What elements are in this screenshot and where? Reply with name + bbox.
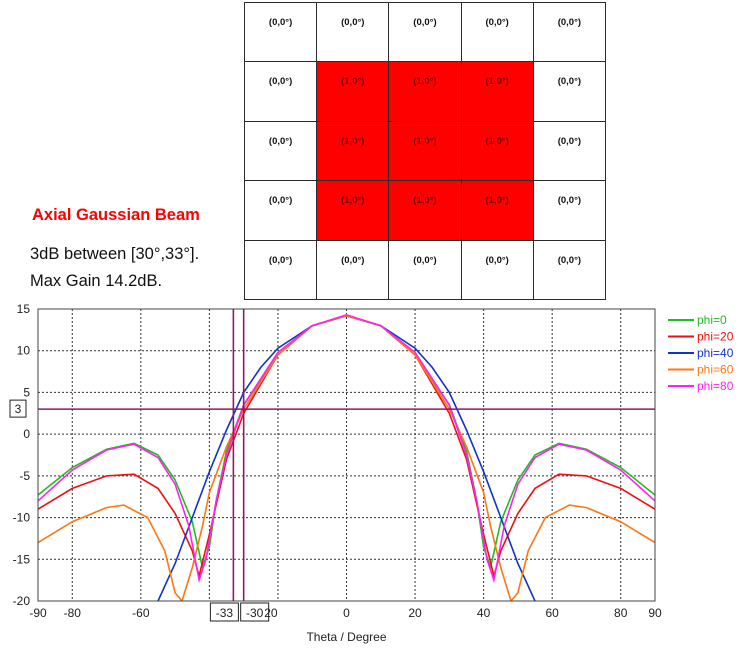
grid-cell: (0,0°): [243, 180, 318, 241]
annotation-line-1: 3dB between [30°,33°].: [30, 245, 200, 263]
grid-cell: (0,0°): [243, 120, 318, 182]
plot-frame: [37, 308, 656, 602]
marker-value-box: [9, 399, 27, 418]
x-tick-label: 40: [477, 606, 491, 620]
grid-cell: (0,0°): [532, 239, 607, 301]
grid-cell: (0,0°): [532, 1, 607, 63]
grid-cell: (1,0°): [316, 120, 390, 182]
x-tick-label: 80: [614, 606, 628, 620]
y-tick-label: 0: [23, 427, 30, 441]
y-tick-label: -5: [19, 469, 30, 483]
x-tick-label: -80: [64, 606, 82, 620]
grid-row: (0,0°) (1,0°) (1,0°) (1,0°) (0,0°): [243, 180, 607, 241]
marker-value-x: -33: [216, 606, 234, 620]
marker-value-x: -30: [246, 606, 264, 620]
grid-cell: (0,0°): [316, 239, 390, 301]
grid-cell: (1,0°): [388, 120, 462, 182]
grid-cell: (0,0°): [243, 61, 318, 122]
grid-row: (0,0°) (0,0°) (0,0°) (0,0°) (0,0°): [243, 1, 607, 63]
x-tick-label: 0: [343, 606, 350, 620]
annotation-title: Axial Gaussian Beam: [32, 206, 200, 224]
x-tick-label: -90: [29, 606, 47, 620]
x-tick-label: -60: [132, 606, 150, 620]
grid-cell: (1,0°): [316, 61, 390, 122]
grid-cell: (0,0°): [316, 1, 390, 63]
marker-value-y: 3: [15, 402, 22, 416]
marker-value-box: [240, 602, 270, 622]
grid-cell: (1,0°): [388, 61, 462, 122]
grid-row: (0,0°) (1,0°) (1,0°) (1,0°) (0,0°): [243, 120, 607, 182]
x-axis-title: Theta / Degree: [306, 630, 386, 644]
grid-cell: (0,0°): [243, 239, 318, 301]
y-tick-label: -20: [13, 594, 31, 608]
grid-cell: (1,0°): [388, 180, 462, 241]
y-tick-label: -10: [13, 511, 31, 525]
series-line-phi-60: [38, 314, 655, 601]
grid-cell: (0,0°): [532, 120, 607, 182]
grid-cell: (1,0°): [460, 180, 534, 241]
grid-cell: (0,0°): [460, 1, 534, 63]
element-grid-table: (0,0°) (0,0°) (0,0°) (0,0°) (0,0°) (0,0°) (1,0…: [243, 1, 607, 301]
legend-label: phi=40: [697, 346, 734, 360]
grid-cell: (0,0°): [388, 1, 462, 63]
legend-label: phi=0: [697, 313, 727, 327]
grid-cell: (0,0°): [532, 61, 607, 122]
legend-label: phi=80: [697, 379, 734, 393]
legend-label: phi=60: [697, 363, 734, 377]
x-tick-label: 20: [408, 606, 422, 620]
grid-row: (0,0°) (0,0°) (0,0°) (0,0°) (0,0°): [243, 239, 607, 301]
grid-cell: (0,0°): [388, 239, 462, 301]
y-tick-label: 5: [23, 385, 30, 399]
grid-cell: (1,0°): [460, 120, 534, 182]
grid-cell: (1,0°): [316, 180, 390, 241]
y-tick-label: 10: [17, 344, 31, 358]
marker-value-box: [209, 602, 239, 622]
grid-cell: (0,0°): [460, 239, 534, 301]
grid-cell: (0,0°): [243, 1, 318, 63]
y-tick-label: -15: [13, 552, 31, 566]
y-tick-label: 15: [17, 302, 31, 316]
x-tick-label: 20: [264, 606, 278, 620]
grid-cell: (1,0°): [460, 61, 534, 122]
series-line-phi-80: [38, 313, 655, 584]
legend-label: phi=20: [697, 330, 734, 344]
grid-cell: (0,0°): [532, 180, 607, 241]
annotation-line-2: Max Gain 14.2dB.: [30, 272, 163, 290]
x-tick-label: 90: [648, 606, 662, 620]
grid-row: (0,0°) (1,0°) (1,0°) (1,0°) (0,0°): [243, 61, 607, 122]
x-tick-label: 60: [545, 606, 559, 620]
